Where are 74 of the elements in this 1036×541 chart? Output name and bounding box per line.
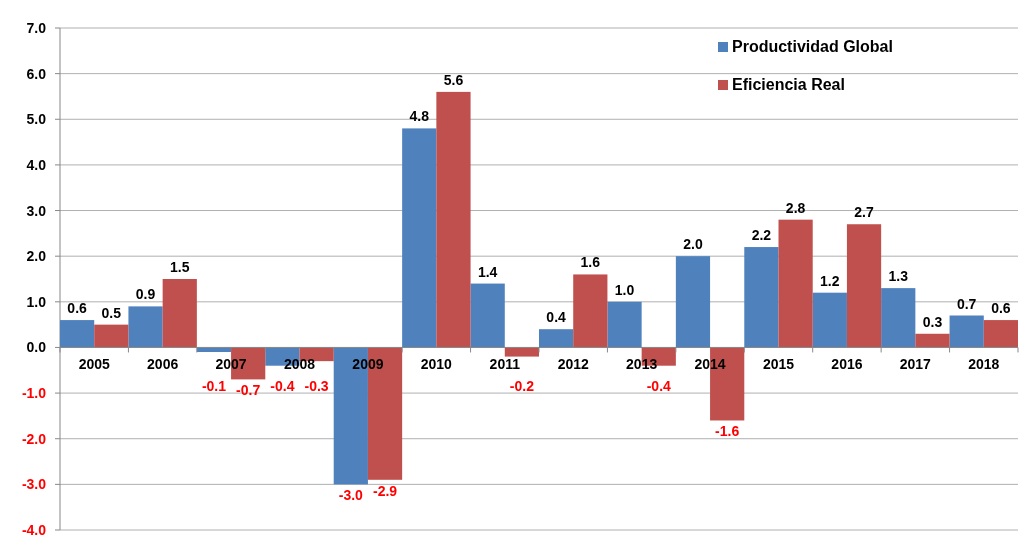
x-tick-label: 2012 [557, 356, 589, 373]
bar [539, 329, 574, 348]
data-label: 1.5 [170, 259, 190, 275]
bar [504, 347, 539, 357]
x-tick-label: 2008 [283, 356, 316, 373]
data-label: 1.3 [888, 268, 909, 285]
bar [436, 91, 471, 348]
data-label: 5.6 [443, 71, 464, 88]
bar [744, 247, 779, 348]
data-label: 1.6 [580, 254, 601, 271]
x-tick-label: 2006 [147, 356, 179, 373]
x-tick-label: 2013 [626, 356, 658, 373]
data-label: 0.9 [135, 286, 156, 303]
bar [470, 283, 505, 348]
bar [402, 128, 437, 348]
bar [573, 274, 608, 348]
x-tick-label: 2010 [420, 356, 453, 373]
data-label: -1.6 [715, 423, 740, 440]
y-tick-label: 0.0 [26, 339, 47, 356]
data-label: 0.5 [101, 304, 122, 321]
x-tick-label: 2018 [968, 356, 1000, 373]
data-label: -0.1 [201, 378, 227, 395]
data-label: -2.9 [372, 482, 398, 499]
bar [846, 224, 882, 348]
legend-label: Eficiencia Real [732, 76, 845, 93]
x-tick-label: 2011 [489, 356, 521, 373]
y-tick-label: -2.0 [21, 430, 47, 447]
bar [94, 324, 129, 348]
y-tick-label: -4.0 [21, 522, 47, 538]
bar [162, 279, 197, 348]
y-tick-label: -3.0 [21, 476, 47, 493]
data-label: 2.7 [854, 204, 874, 221]
data-label: -0.2 [509, 378, 535, 395]
x-tick-label: 2017 [899, 356, 932, 373]
data-label: 2.8 [785, 199, 806, 216]
data-label: 2.2 [751, 227, 772, 244]
data-label: -0.4 [270, 378, 295, 395]
legend-label: Productividad Global [732, 38, 893, 55]
data-label: -0.3 [304, 378, 329, 395]
data-label: 0.7 [956, 295, 977, 312]
y-tick-label: 4.0 [26, 156, 47, 173]
y-tick-label: 3.0 [26, 202, 47, 219]
y-tick-label: 5.0 [26, 111, 47, 128]
bar [812, 292, 847, 348]
bar [778, 219, 813, 348]
data-label: 1.4 [477, 263, 498, 280]
x-tick-label: 2007 [215, 356, 247, 373]
data-label: 0.6 [991, 300, 1011, 317]
y-tick-label: 1.0 [26, 293, 47, 310]
y-tick-label: 7.0 [26, 20, 47, 36]
bar [128, 306, 163, 348]
x-tick-label: 2005 [78, 356, 110, 373]
data-label: 1.0 [614, 281, 635, 298]
bar [915, 333, 950, 348]
bar [675, 256, 711, 348]
bar [607, 301, 642, 348]
y-tick-label: 2.0 [26, 248, 47, 265]
data-label: -0.4 [646, 378, 672, 395]
y-tick-label: -1.0 [21, 385, 47, 402]
data-label: 0.6 [67, 300, 88, 317]
bar [60, 320, 95, 348]
data-label: 0.4 [546, 309, 567, 326]
data-label: 0.3 [922, 313, 943, 330]
bar [949, 315, 984, 348]
data-label: 4.8 [409, 108, 430, 125]
data-label: -3.0 [338, 487, 364, 504]
data-label: -0.7 [236, 382, 261, 399]
data-label: 1.2 [820, 272, 840, 289]
bar [881, 288, 916, 348]
x-tick-label: 2015 [762, 356, 795, 373]
x-tick-label: 2016 [831, 356, 863, 373]
y-tick-label: 6.0 [26, 65, 47, 82]
bar [983, 320, 1018, 348]
data-label: 2.0 [683, 236, 703, 253]
